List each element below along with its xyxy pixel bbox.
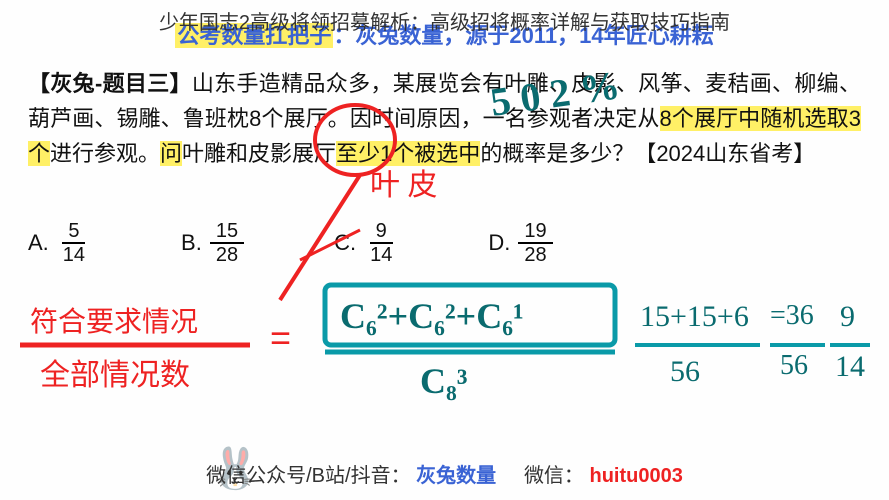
anno-blue-denom: C₈³ bbox=[420, 360, 468, 402]
question-body-c: 叶雕和皮影展厅 bbox=[182, 141, 336, 166]
question-block: 【灰兔-题目三】山东手造精品众多，某展览会有叶雕、皮影、风筝、麦秸画、柳编、葫芦… bbox=[28, 66, 861, 172]
question-hl2: 问 bbox=[160, 141, 182, 166]
choice-b-label: B. bbox=[181, 230, 202, 256]
choice-a-frac: 5 14 bbox=[57, 220, 91, 266]
footer: 微信公众号/B站/抖音： 灰兔数量 微信： huitu0003 bbox=[0, 459, 889, 488]
page-title: 少年国志2高级将领招募解析：高级招将概率详解与获取技巧指南 bbox=[0, 6, 889, 35]
question-hl3: 至少1个被选中 bbox=[336, 141, 480, 166]
choice-b-den: 28 bbox=[210, 244, 244, 266]
anno-blue-calc1: 15+15+6 bbox=[640, 300, 749, 334]
choice-a-den: 14 bbox=[57, 244, 91, 266]
choice-d: D. 19 28 bbox=[488, 220, 552, 266]
choice-d-frac: 19 28 bbox=[518, 220, 552, 266]
choice-d-den: 28 bbox=[518, 244, 552, 266]
anno-red-denominator-label: 全部情况数 bbox=[40, 350, 190, 394]
anno-blue-formula: C₆²+C₆²+C₆¹ bbox=[340, 295, 524, 337]
choice-b-frac: 15 28 bbox=[210, 220, 244, 266]
choice-d-num: 19 bbox=[518, 220, 552, 244]
footer-label2: 微信： bbox=[524, 465, 584, 487]
choice-b-num: 15 bbox=[210, 220, 244, 244]
choices-row: A. 5 14 B. 15 28 C. 9 14 D. 19 28 bbox=[28, 220, 861, 266]
anno-blue-eq2: 56 bbox=[780, 350, 808, 382]
footer-brand: 灰兔数量 bbox=[416, 465, 496, 487]
question-tag: 【灰兔-题目三】 bbox=[28, 71, 192, 96]
choice-c-label: C. bbox=[334, 230, 356, 256]
choice-c-num: 9 bbox=[370, 220, 393, 244]
choice-a-num: 5 bbox=[62, 220, 85, 244]
anno-blue-calc2: 56 bbox=[670, 355, 700, 389]
footer-wechat: huitu0003 bbox=[590, 465, 683, 487]
choice-c: C. 9 14 bbox=[334, 220, 398, 266]
anno-red-numerator-label: 符合要求情况 bbox=[30, 300, 198, 340]
svg-text:=: = bbox=[270, 317, 291, 358]
choice-c-den: 14 bbox=[364, 244, 398, 266]
anno-blue-eq1: =36 bbox=[770, 300, 814, 332]
choice-c-frac: 9 14 bbox=[364, 220, 398, 266]
choice-a: A. 5 14 bbox=[28, 220, 91, 266]
choice-d-label: D. bbox=[488, 230, 510, 256]
choice-b: B. 15 28 bbox=[181, 220, 244, 266]
anno-blue-final-den: 14 bbox=[835, 350, 865, 384]
question-body-d: 的概率是多少？【2024山东省考】 bbox=[480, 141, 815, 166]
choice-a-label: A. bbox=[28, 230, 49, 256]
footer-label1: 微信公众号/B站/抖音： bbox=[206, 465, 410, 487]
anno-blue-final-num: 9 bbox=[840, 300, 855, 334]
question-body-b: 进行参观。 bbox=[50, 141, 160, 166]
